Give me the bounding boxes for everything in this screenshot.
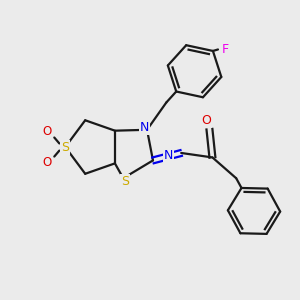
Text: O: O [42,156,52,169]
Text: O: O [42,125,52,138]
Text: N: N [140,121,149,134]
Text: F: F [222,43,229,56]
Text: S: S [61,140,69,154]
Text: N: N [164,149,173,162]
Text: O: O [201,114,211,127]
Text: S: S [121,175,129,188]
